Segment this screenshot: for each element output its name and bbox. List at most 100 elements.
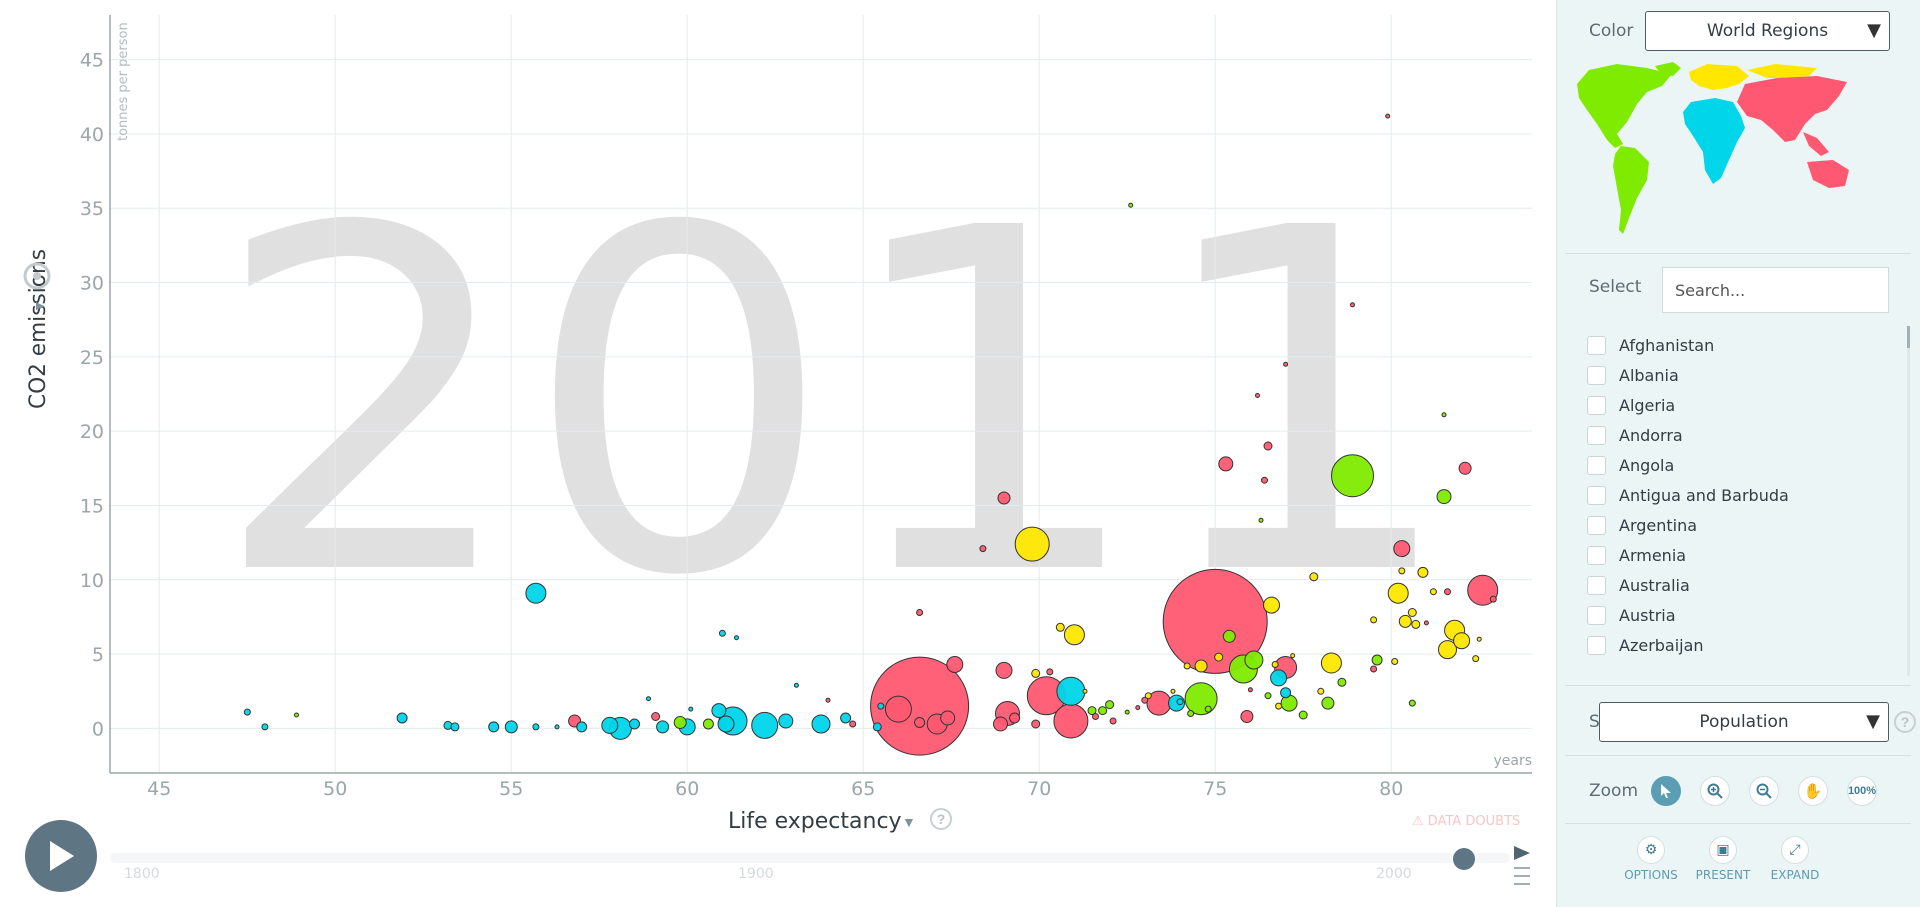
list-item[interactable]: Albania: [1587, 360, 1887, 390]
bubble-point-asia[interactable]: [1350, 302, 1355, 308]
bubble-point-africa[interactable]: [488, 721, 500, 733]
bubble-point-europe[interactable]: [1082, 688, 1088, 694]
bubble-point-europe[interactable]: [1309, 572, 1319, 582]
bubble-point-africa[interactable]: [243, 708, 251, 716]
bubble-point-asia[interactable]: [1240, 710, 1254, 723]
country-list-scrollbar[interactable]: [1907, 326, 1910, 676]
bubble-point-asia[interactable]: [916, 609, 924, 616]
bubble-point-americas[interactable]: [1187, 710, 1195, 717]
bubble-point-asia[interactable]: [1283, 361, 1289, 367]
bubble-point-africa[interactable]: [840, 712, 852, 724]
bubble-point-europe[interactable]: [1453, 632, 1471, 650]
bubble-point-americas[interactable]: [1264, 692, 1272, 700]
bubble-point-americas[interactable]: [1298, 710, 1308, 720]
bubble-point-americas[interactable]: [1222, 629, 1236, 643]
bubble-point-asia[interactable]: [979, 545, 987, 553]
bubble-point-americas[interactable]: [1204, 705, 1212, 713]
bubble-point-europe[interactable]: [1063, 624, 1085, 646]
zoom-reset-button[interactable]: 100%: [1847, 776, 1877, 806]
bubble-point-asia[interactable]: [1135, 705, 1141, 711]
bubble-point-asia[interactable]: [1261, 476, 1268, 484]
options-button[interactable]: ⚙ OPTIONS: [1621, 836, 1681, 882]
timeline-track[interactable]: [110, 853, 1510, 863]
bubble-point-africa[interactable]: [261, 723, 269, 731]
list-item[interactable]: Australia: [1587, 570, 1887, 600]
bubble-point-americas[interactable]: [1184, 682, 1218, 716]
bubble-point-americas[interactable]: [1441, 412, 1447, 418]
checkbox[interactable]: [1587, 395, 1606, 415]
bubble-point-asia[interactable]: [1046, 668, 1054, 676]
bubble-point-europe[interactable]: [1429, 588, 1437, 596]
bubble-point-asia[interactable]: [1393, 540, 1411, 558]
list-item[interactable]: Algeria: [1587, 390, 1887, 420]
bubble-point-americas[interactable]: [294, 712, 299, 718]
checkbox[interactable]: [1587, 605, 1606, 625]
list-item[interactable]: Antigua and Barbuda: [1587, 480, 1887, 510]
bubble-point-asia[interactable]: [1247, 687, 1253, 693]
list-item[interactable]: Austria: [1587, 600, 1887, 630]
scrollbar-thumb[interactable]: [1907, 326, 1910, 348]
bubble-point-asia[interactable]: [1218, 456, 1234, 472]
bubble-point-asia[interactable]: [1263, 441, 1273, 451]
bubble-point-africa[interactable]: [688, 706, 694, 712]
bubble-point-asia[interactable]: [1031, 719, 1041, 729]
bubble-point-europe[interactable]: [1472, 655, 1480, 663]
bubble-point-asia[interactable]: [1009, 712, 1021, 724]
bubble-point-europe[interactable]: [1275, 702, 1283, 710]
x-axis-label[interactable]: Life expectancy: [728, 809, 902, 834]
x-axis-dropdown-icon[interactable]: ▼: [902, 814, 916, 830]
checkbox[interactable]: [1587, 485, 1606, 505]
bubble-point-europe[interactable]: [1411, 619, 1421, 629]
bubble-point-europe[interactable]: [1398, 567, 1406, 575]
bubble-point-americas[interactable]: [1321, 696, 1335, 710]
bubble-point-africa[interactable]: [734, 635, 739, 641]
bubble-point-asia[interactable]: [1053, 703, 1089, 739]
bubble-point-africa[interactable]: [718, 629, 726, 637]
bubble-point-americas[interactable]: [1337, 677, 1347, 687]
bubble-point-africa[interactable]: [576, 721, 588, 733]
y-axis-dropdown-icon[interactable]: ▼: [31, 299, 47, 313]
search-input[interactable]: [1662, 267, 1889, 313]
x-axis-help-icon[interactable]: ?: [930, 808, 952, 830]
bubble-point-africa[interactable]: [554, 724, 560, 730]
bubble-point-americas[interactable]: [1331, 454, 1374, 498]
bubble-point-europe[interactable]: [1170, 688, 1176, 694]
bubble-point-europe[interactable]: [1263, 596, 1280, 614]
bubble-point-africa[interactable]: [1280, 687, 1292, 699]
bubble-point-asia[interactable]: [997, 491, 1011, 505]
bubble-point-africa[interactable]: [629, 718, 640, 730]
bubble-point-asia[interactable]: [946, 656, 964, 673]
timeline-handle[interactable]: [1453, 848, 1475, 870]
bubble-point-americas[interactable]: [1371, 654, 1383, 666]
bubble-point-asia[interactable]: [1255, 393, 1260, 398]
bubble-point-americas[interactable]: [1105, 700, 1115, 710]
data-doubts-link[interactable]: ⚠ DATA DOUBTS: [1412, 814, 1520, 829]
bubble-point-africa[interactable]: [711, 703, 727, 719]
bubble-point-africa[interactable]: [525, 582, 547, 604]
bubble-point-europe[interactable]: [1391, 658, 1399, 665]
bubble-point-africa[interactable]: [532, 723, 540, 731]
bubble-point-africa[interactable]: [1270, 669, 1288, 687]
bubble-point-asia[interactable]: [1423, 620, 1429, 626]
bubble-point-europe[interactable]: [1407, 608, 1417, 617]
world-regions-map[interactable]: [1577, 62, 1877, 238]
bubble-point-asia[interactable]: [993, 716, 1008, 732]
bubble-point-asia[interactable]: [1109, 717, 1117, 725]
timeline-end-icon[interactable]: [1512, 844, 1534, 886]
bubble-point-asia[interactable]: [940, 710, 956, 726]
checkbox[interactable]: [1587, 335, 1606, 355]
bubble-point-europe[interactable]: [1144, 692, 1152, 700]
bubble-point-europe[interactable]: [1031, 668, 1041, 678]
bubble-point-asia[interactable]: [1370, 665, 1378, 673]
checkbox[interactable]: [1587, 365, 1606, 385]
y-axis-speed-icon[interactable]: [23, 262, 51, 290]
checkbox[interactable]: [1587, 635, 1606, 655]
bubble-point-asia[interactable]: [849, 720, 857, 728]
bubble-point-americas[interactable]: [702, 718, 714, 730]
size-help-icon[interactable]: ?: [1894, 711, 1916, 733]
bubble-point-africa[interactable]: [396, 712, 408, 724]
bubble-point-asia[interactable]: [1444, 588, 1451, 596]
bubble-point-europe[interactable]: [1476, 636, 1482, 642]
bubble-point-africa[interactable]: [778, 713, 794, 729]
bubble-point-asia[interactable]: [1458, 461, 1472, 475]
